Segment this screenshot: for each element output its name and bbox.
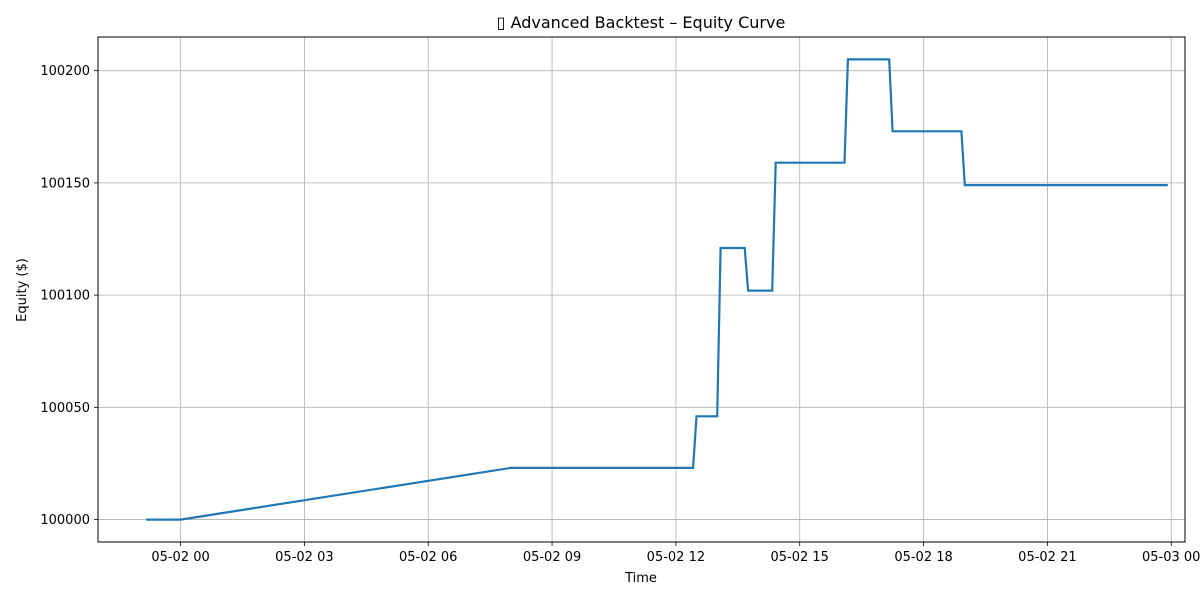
x-tick-label: 05-02 00 [151,550,209,565]
equity-series-line [146,58,1168,521]
x-tick-label: 05-02 09 [523,550,581,565]
plot-area [146,58,1168,521]
x-axis: 05-02 00 05-02 03 05-02 06 05-02 09 05-02 12… [151,542,1200,565]
y-tick-label: 100050 [40,401,90,416]
x-tick-label: 05-03 00 [1142,550,1200,565]
y-axis-label: Equity ($) [15,258,30,322]
y-tick-label: 100200 [40,64,90,79]
y-tick-label: 100100 [40,289,90,304]
y-tick-label: 100000 [40,513,90,528]
x-tick-label: 05-02 18 [894,550,952,565]
x-tick-label: 05-02 06 [399,550,457,565]
chart-title: ▯ Advanced Backtest – Equity Curve [497,13,786,32]
x-tick-label: 05-02 21 [1018,550,1076,565]
y-tick-label: 100150 [40,176,90,191]
x-tick-label: 05-02 03 [275,550,333,565]
grid-lines [98,37,1185,542]
plot-frame [97,36,1186,543]
x-tick-label: 05-02 15 [771,550,829,565]
x-tick-label: 05-02 12 [647,550,705,565]
x-axis-label: Time [624,571,657,586]
y-axis: 100000 100050 100100 100150 100200 [40,64,98,528]
